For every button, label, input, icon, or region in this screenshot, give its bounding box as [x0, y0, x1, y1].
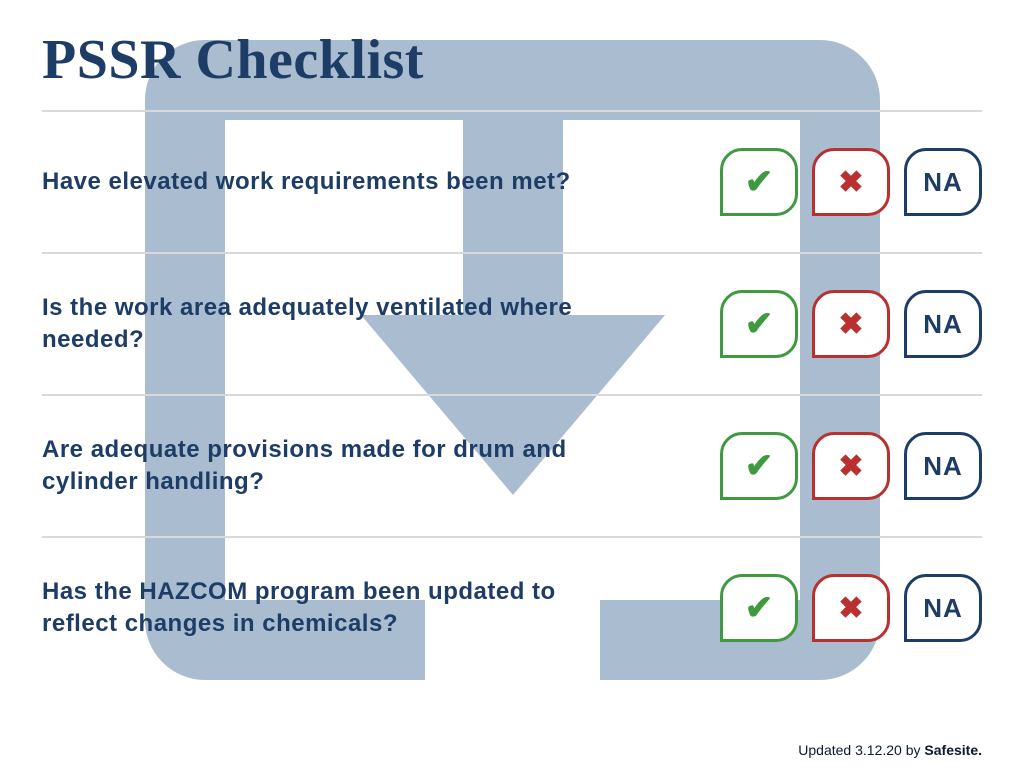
option-na[interactable]: NA — [904, 574, 982, 642]
checklist-row: Have elevated work requirements been met… — [42, 112, 982, 252]
option-group: ✔ ✖ NA — [720, 432, 982, 500]
option-na[interactable]: NA — [904, 148, 982, 216]
footer-date: 3.12.20 — [855, 742, 902, 758]
option-group: ✔ ✖ NA — [720, 574, 982, 642]
footer-brand: Safesite. — [924, 742, 982, 758]
option-yes[interactable]: ✔ — [720, 290, 798, 358]
cross-icon: ✖ — [838, 307, 863, 342]
page-title: PSSR Checklist — [42, 28, 982, 92]
question-text: Has the HAZCOM program been updated to r… — [42, 576, 602, 641]
footer-by: by — [902, 742, 925, 758]
checklist-page: PSSR Checklist Have elevated work requir… — [0, 0, 1024, 768]
option-na[interactable]: NA — [904, 432, 982, 500]
option-yes[interactable]: ✔ — [720, 574, 798, 642]
check-icon: ✔ — [745, 588, 774, 628]
na-label: NA — [923, 309, 963, 340]
checklist-row: Are adequate provisions made for drum an… — [42, 396, 982, 536]
question-text: Are adequate provisions made for drum an… — [42, 434, 602, 499]
option-no[interactable]: ✖ — [812, 574, 890, 642]
footer-updated: Updated 3.12.20 by Safesite. — [798, 742, 982, 758]
checklist-row: Is the work area adequately ventilated w… — [42, 254, 982, 394]
na-label: NA — [923, 167, 963, 198]
cross-icon: ✖ — [838, 591, 863, 626]
option-no[interactable]: ✖ — [812, 290, 890, 358]
option-yes[interactable]: ✔ — [720, 432, 798, 500]
question-text: Have elevated work requirements been met… — [42, 166, 571, 198]
checklist-row: Has the HAZCOM program been updated to r… — [42, 538, 982, 678]
check-icon: ✔ — [745, 304, 774, 344]
na-label: NA — [923, 593, 963, 624]
check-icon: ✔ — [745, 446, 774, 486]
option-group: ✔ ✖ NA — [720, 148, 982, 216]
cross-icon: ✖ — [838, 449, 863, 484]
cross-icon: ✖ — [838, 165, 863, 200]
check-icon: ✔ — [745, 162, 774, 202]
option-no[interactable]: ✖ — [812, 432, 890, 500]
option-yes[interactable]: ✔ — [720, 148, 798, 216]
option-na[interactable]: NA — [904, 290, 982, 358]
na-label: NA — [923, 451, 963, 482]
option-no[interactable]: ✖ — [812, 148, 890, 216]
footer-prefix: Updated — [798, 742, 855, 758]
option-group: ✔ ✖ NA — [720, 290, 982, 358]
question-text: Is the work area adequately ventilated w… — [42, 292, 602, 357]
